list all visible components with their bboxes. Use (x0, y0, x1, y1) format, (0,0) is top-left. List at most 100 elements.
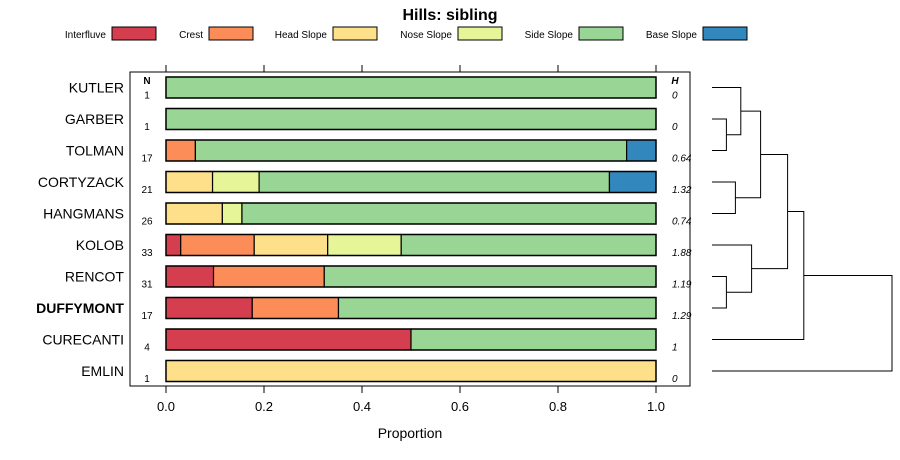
legend-swatch-nose-slope (457, 26, 503, 41)
dendrogram-branch (735, 110, 762, 199)
x-tick-label: 0.0 (157, 399, 175, 414)
x-tick-label: 0.2 (255, 399, 273, 414)
bar-segment-tolman-side-slope (194, 139, 628, 162)
legend-swatch-interfluve (111, 26, 157, 41)
bar-segment-duffymont-side-slope (337, 296, 657, 320)
bar-outline-rencot (165, 265, 657, 288)
category-label-tolman: TOLMAN (66, 143, 124, 159)
category-label-kolob: KOLOB (76, 237, 124, 253)
bar-segment-cortyzack-head-slope (165, 170, 214, 194)
category-labels: KUTLER 1 0 GARBER 1 0 TOLMAN 17 0.64 CORTYZACK 21 1… (36, 80, 692, 386)
bar-segment-hangmans-side-slope (241, 202, 657, 225)
category-label-emlin: EMLIN (81, 363, 124, 379)
h-value-emlin: 0 (672, 374, 678, 385)
x-tick-label: 0.4 (353, 399, 371, 414)
plot-frame (129, 71, 691, 387)
n-value-kutler: 1 (144, 91, 150, 102)
bar-outline-emlin (165, 359, 657, 383)
bar-outline-garber (165, 107, 657, 131)
dendrogram-branch (751, 153, 789, 270)
n-value-rencot: 31 (141, 280, 153, 291)
bar-segment-rencot-crest (212, 265, 325, 288)
legend-swatch-base-slope (702, 26, 748, 41)
dendrogram-branch (712, 118, 727, 151)
bar-outline-duffymont (165, 296, 657, 320)
legend-label-head-slope: Head Slope (275, 30, 328, 41)
bar-outline-curecanti (165, 328, 657, 351)
bar-segment-hangmans-head-slope (165, 202, 223, 225)
bar-segment-kolob-head-slope (253, 233, 329, 257)
h-value-hangmans: 0.74 (672, 217, 692, 228)
h-value-curecanti: 1 (672, 343, 678, 354)
h-value-cortyzack: 1.32 (672, 185, 692, 196)
category-label-cortyzack: CORTYZACK (38, 174, 125, 190)
category-label-kutler: KUTLER (69, 80, 124, 96)
legend-label-interfluve: Interfluve (65, 30, 107, 41)
n-value-kolob: 33 (141, 248, 153, 259)
dendrogram-branch (712, 275, 893, 372)
h-column-header: H (671, 76, 679, 87)
bar-segment-tolman-crest (165, 139, 196, 162)
category-label-garber: GARBER (65, 111, 124, 127)
n-value-emlin: 1 (144, 374, 150, 385)
legend-swatch-crest (208, 26, 254, 41)
n-value-tolman: 17 (141, 154, 153, 165)
legend: Interfluve Crest Head Slope Nose Slope Side … (65, 26, 748, 41)
bar-segment-cortyzack-nose-slope (211, 170, 260, 194)
x-tick-label: 0.6 (451, 399, 469, 414)
bar-segment-cortyzack-base-slope (608, 170, 657, 194)
dendrogram-branch (712, 181, 736, 214)
dendrogram-branch (712, 211, 805, 340)
x-tick-label: 0.8 (549, 399, 567, 414)
bar-segment-garber-side-slope (165, 107, 657, 131)
n-value-curecanti: 4 (144, 343, 150, 354)
h-value-tolman: 0.64 (672, 154, 692, 165)
bar-segment-curecanti-interfluve (165, 328, 412, 351)
h-value-rencot: 1.19 (672, 280, 692, 291)
h-value-kolob: 1.88 (672, 248, 692, 259)
legend-label-crest: Crest (179, 30, 203, 41)
dendrogram-branch (712, 276, 727, 309)
bar-outline-cortyzack (165, 170, 657, 194)
category-label-rencot: RENCOT (65, 269, 125, 285)
bar-outline-hangmans (165, 202, 657, 225)
bar-segment-kutler-side-slope (165, 76, 657, 99)
h-value-garber: 0 (672, 122, 678, 133)
bar-outline-tolman (165, 139, 657, 162)
n-value-hangmans: 26 (141, 217, 153, 228)
category-label-duffymont: DUFFYMONT (36, 300, 124, 316)
n-value-duffymont: 17 (141, 311, 153, 322)
x-tick-label: 1.0 (647, 399, 665, 414)
dendrogram (712, 87, 893, 372)
category-label-hangmans: HANGMANS (43, 206, 124, 222)
h-value-duffymont: 1.29 (672, 311, 692, 322)
legend-label-side-slope: Side Slope (525, 30, 574, 41)
bar-segment-curecanti-side-slope (410, 328, 657, 351)
bar-segment-kolob-interfluve (165, 233, 182, 257)
x-axis-title: Proportion (378, 425, 443, 441)
n-value-garber: 1 (144, 122, 150, 133)
bar-segment-emlin-head-slope (165, 359, 657, 383)
legend-swatch-head-slope (332, 26, 378, 41)
legend-label-nose-slope: Nose Slope (400, 30, 452, 41)
bar-segment-kolob-crest (180, 233, 255, 257)
x-axis: 0.0 0.2 0.4 0.6 0.8 1.0 (157, 65, 665, 414)
bars (165, 76, 657, 383)
bar-segment-duffymont-interfluve (165, 296, 253, 320)
bar-segment-rencot-interfluve (165, 265, 215, 288)
bar-segment-duffymont-crest (251, 296, 340, 320)
n-value-cortyzack: 21 (141, 185, 153, 196)
bar-segment-kolob-nose-slope (327, 233, 402, 257)
bar-segment-cortyzack-side-slope (258, 170, 611, 194)
bar-outline-kutler (165, 76, 657, 99)
n-column-header: N (143, 76, 150, 87)
dendrogram-branch (712, 244, 753, 293)
legend-swatch-side-slope (578, 26, 624, 41)
bar-segment-rencot-side-slope (323, 265, 657, 288)
legend-label-base-slope: Base Slope (646, 30, 698, 41)
bar-segment-kolob-side-slope (400, 233, 657, 257)
bar-segment-tolman-base-slope (625, 139, 657, 162)
chart-title: Hills: sibling (402, 7, 497, 24)
bar-outline-kolob (165, 233, 657, 257)
